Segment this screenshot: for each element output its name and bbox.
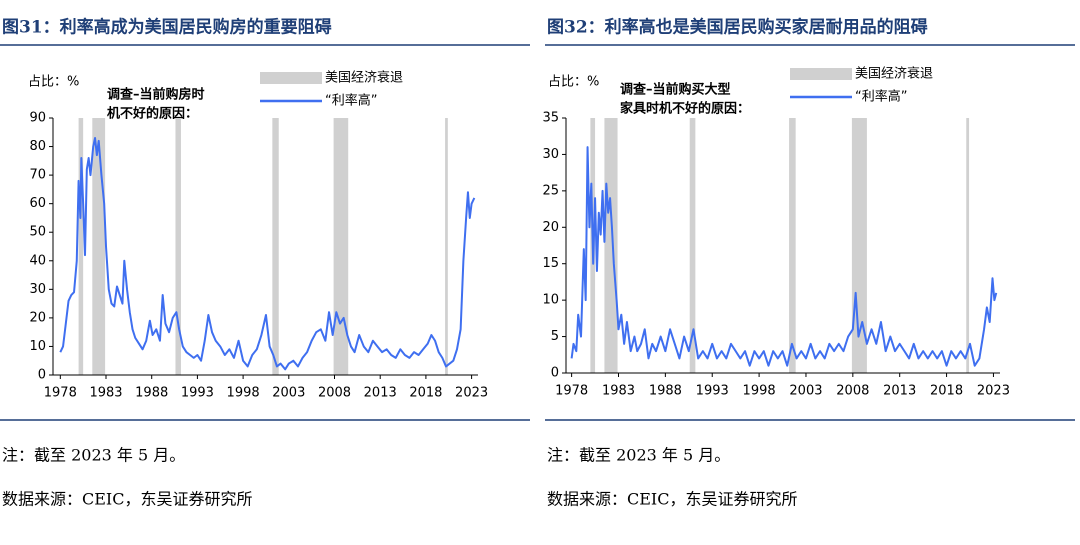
y-tick-label: 50 (29, 225, 46, 240)
y-tick-label: 70 (29, 168, 46, 183)
legend-label: 美国经济衰退 (855, 66, 933, 82)
x-tick-label: 2003 (789, 384, 822, 399)
y-tick-label: 30 (542, 147, 559, 162)
x-tick-label: 2013 (364, 386, 397, 401)
series-line (570, 146, 998, 367)
recession-band (966, 118, 970, 373)
y-axis-label: 占比：% (28, 75, 79, 90)
y-tick-label: 60 (29, 196, 46, 211)
x-tick-label: 2018 (409, 386, 442, 401)
note: 注：截至 2023 年 5 月。 (547, 446, 730, 465)
x-tick-label: 1993 (181, 386, 214, 401)
y-tick-label: 35 (542, 111, 559, 126)
recession-band (851, 118, 867, 373)
x-tick-label: 1978 (555, 384, 588, 399)
y-tick-label: 20 (542, 220, 559, 235)
x-tick-label: 1988 (649, 384, 682, 399)
y-tick-label: 15 (542, 256, 559, 271)
recession-band (445, 118, 448, 375)
x-tick-label: 2008 (318, 386, 351, 401)
chart-title: 图31：利率高成为美国居民购房的重要阻碍 (2, 17, 332, 38)
x-tick-label: 2008 (836, 384, 869, 399)
x-tick-label: 2018 (930, 384, 963, 399)
x-tick-label: 1993 (696, 384, 729, 399)
legend-swatch (260, 72, 322, 84)
recession-band (604, 118, 618, 373)
y-tick-label: 90 (29, 111, 46, 126)
annotation: 机不好的原因： (107, 106, 198, 122)
x-tick-label: 1988 (135, 386, 168, 401)
x-tick-label: 2003 (272, 386, 305, 401)
x-tick-label: 2023 (455, 386, 488, 401)
y-tick-label: 10 (542, 293, 559, 308)
legend-label: “利率高” (855, 89, 907, 105)
note: 注：截至 2023 年 5 月。 (2, 446, 185, 465)
annotation: 家具时机不好的原因： (620, 101, 750, 117)
x-tick-label: 1983 (602, 384, 635, 399)
legend-swatch (790, 68, 852, 80)
recession-band (333, 118, 349, 375)
recession-band (78, 118, 84, 375)
series-line (59, 136, 476, 371)
y-tick-label: 0 (38, 368, 46, 383)
annotation: 调查–当前购买大型 (620, 82, 731, 98)
y-tick-label: 20 (29, 310, 46, 325)
x-tick-label: 1998 (743, 384, 776, 399)
recession-band (789, 118, 796, 373)
y-tick-label: 0 (551, 366, 559, 381)
y-tick-label: 30 (29, 282, 46, 297)
annotation: 调查–当前购房时 (107, 87, 205, 103)
x-tick-label: 1998 (227, 386, 260, 401)
x-tick-label: 2013 (883, 384, 916, 399)
y-tick-label: 10 (29, 339, 46, 354)
source: 数据来源：CEIC，东吴证券研究所 (2, 490, 253, 509)
y-tick-label: 5 (551, 329, 559, 344)
y-axis-label: 占比：% (548, 75, 599, 90)
x-tick-label: 1983 (89, 386, 122, 401)
source: 数据来源：CEIC，东吴证券研究所 (547, 490, 798, 509)
recession-band (92, 118, 106, 375)
legend-label: 美国经济衰退 (325, 70, 403, 86)
recession-band (175, 118, 181, 375)
chart-title: 图32：利率高也是美国居民购买家居耐用品的阻碍 (547, 17, 928, 38)
recession-band (689, 118, 696, 373)
x-tick-label: 2023 (977, 384, 1010, 399)
x-tick-label: 1978 (44, 386, 77, 401)
recession-band (272, 118, 279, 375)
y-tick-label: 40 (29, 253, 46, 268)
y-tick-label: 25 (542, 183, 559, 198)
legend-label: “利率高” (325, 93, 377, 109)
y-tick-label: 80 (29, 139, 46, 154)
